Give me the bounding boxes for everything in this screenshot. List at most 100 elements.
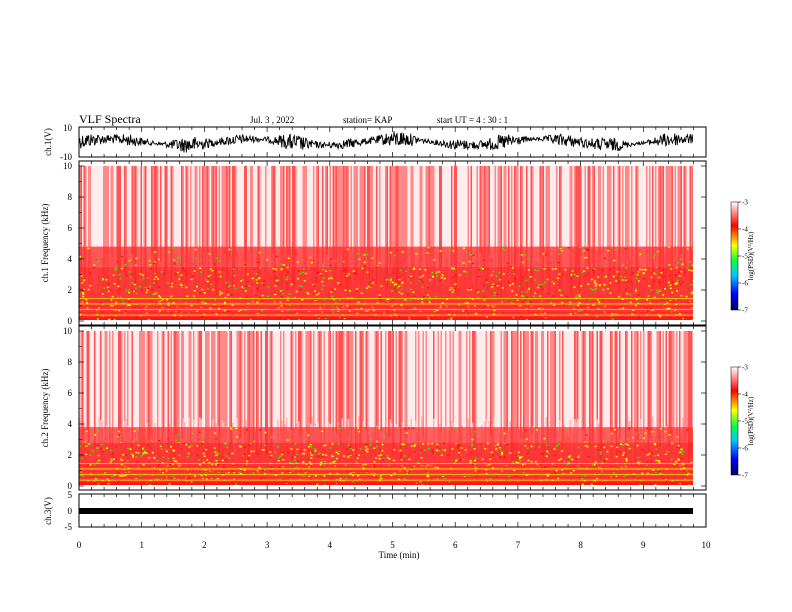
spectrogram-speckle [352, 270, 355, 272]
spectrogram-column [283, 166, 285, 272]
spectrogram-speckle [356, 312, 359, 315]
spectrogram-speckle [678, 459, 680, 461]
spectrogram-speckle [451, 267, 453, 270]
spectrogram-column [226, 166, 228, 295]
spectrogram-speckle [137, 466, 140, 468]
spectrogram-column [556, 331, 558, 432]
spectrogram-column [298, 331, 300, 422]
spectrogram-column [280, 331, 282, 434]
spectrogram-speckle [553, 282, 556, 285]
spectrogram-speckle [167, 302, 170, 304]
spectrogram-column [103, 166, 105, 296]
spectrogram-speckle [385, 279, 388, 281]
spectrogram-speckle [518, 457, 521, 460]
spectrogram-speckle [585, 467, 588, 470]
spectrogram-column [151, 166, 153, 255]
spectrogram-speckle [391, 305, 394, 307]
ch1-colorbar [730, 201, 739, 311]
spectrogram-column [112, 331, 114, 460]
spectrogram-column [589, 166, 591, 280]
spectrogram-column [421, 166, 423, 263]
spectrogram-column [172, 331, 174, 433]
spectrogram-speckle [581, 477, 584, 480]
spectrogram-column [631, 166, 633, 293]
spectrogram-column [334, 166, 336, 284]
spectrogram-column [215, 166, 217, 296]
spectrogram-column [257, 331, 259, 427]
spectrogram-speckle [159, 296, 162, 298]
spectrogram-speckle [278, 466, 281, 468]
spectrogram-speckle [554, 268, 557, 270]
spectrogram-column [224, 331, 226, 427]
spectrogram-speckle [689, 261, 692, 263]
spectrogram-speckle [335, 451, 338, 454]
spectrogram-column [577, 331, 579, 420]
spectrogram-column [661, 166, 663, 264]
spectrogram-column [346, 166, 348, 293]
spectrogram-speckle [471, 478, 474, 481]
spectrogram-speckle [204, 279, 207, 281]
spectrogram-column [256, 166, 258, 253]
spectrogram-speckle [494, 284, 497, 287]
spectrogram-speckle [544, 253, 547, 256]
spectrogram-speckle [308, 466, 310, 468]
ch2-spectrogram-ylabel: ch.2 Frequency (kHz) [40, 369, 50, 448]
spectrogram-speckle [391, 290, 393, 292]
spectrogram-speckle [561, 469, 564, 471]
spectrogram-speckle [344, 269, 347, 271]
spectrogram-speckle [106, 478, 109, 480]
spectrogram-column [644, 331, 646, 447]
spectrogram-column [338, 166, 340, 263]
spectrogram-speckle [89, 284, 92, 287]
spectrogram-speckle [688, 484, 691, 485]
spectrogram-speckle [575, 295, 578, 297]
spectrogram-speckle [169, 463, 171, 466]
spectrogram-column [256, 331, 258, 454]
spectrogram-speckle [358, 258, 361, 260]
spectrogram-column [284, 166, 286, 259]
spectrogram-speckle [142, 452, 145, 454]
spectrogram-column [653, 166, 655, 266]
spectrogram-speckle [455, 459, 458, 462]
spectrogram-column [287, 331, 289, 432]
spectrogram-speckle [288, 293, 291, 295]
spectrogram-speckle [381, 443, 384, 446]
spectrogram-speckle [643, 268, 646, 271]
spectrogram-speckle [176, 271, 179, 274]
spectrogram-speckle [601, 461, 604, 464]
spectrogram-speckle [632, 473, 635, 475]
spectrogram-column [323, 331, 325, 457]
spectrogram-column [80, 331, 82, 463]
spectrogram-column [430, 166, 432, 268]
spectrogram-speckle [211, 463, 214, 466]
spectrogram-speckle [328, 277, 331, 280]
spectrogram-column [257, 166, 259, 292]
spectrogram-speckle [264, 444, 267, 447]
spectrogram-speckle [520, 456, 523, 458]
spectrogram-speckle [202, 452, 205, 455]
spectrogram-column [484, 166, 486, 273]
spectrogram-column [548, 166, 550, 291]
spectrogram-speckle [80, 474, 83, 476]
spectrogram-speckle [494, 283, 497, 286]
spectrogram-speckle [345, 448, 348, 450]
spectrogram-speckle [221, 292, 224, 294]
spectrogram-speckle [602, 288, 605, 291]
spectrogram-speckle [248, 454, 251, 457]
spectrogram-column [616, 331, 618, 456]
spectrogram-column [173, 331, 175, 458]
spectrogram-speckle [442, 277, 445, 280]
spectrogram-column [116, 166, 118, 265]
spectrogram-speckle [483, 284, 485, 287]
spectrogram-speckle [321, 455, 324, 458]
spectrogram-column [272, 331, 274, 448]
spectrogram-column [550, 166, 552, 257]
spectrogram-speckle [239, 446, 242, 448]
spectrogram-speckle [530, 445, 533, 448]
spectrogram-column [176, 331, 178, 448]
spectrogram-speckle [221, 455, 224, 458]
spectrogram-speckle [431, 442, 434, 445]
spectrogram-speckle [89, 464, 92, 466]
spectrogram-speckle [447, 319, 450, 320]
spectrogram-column [469, 166, 471, 257]
